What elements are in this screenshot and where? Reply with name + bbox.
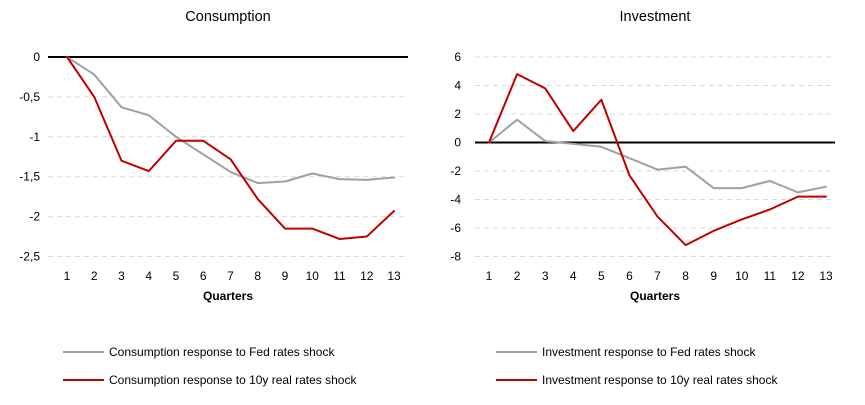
gray-line-swatch [63,351,104,353]
svg-text:9: 9 [710,269,717,283]
svg-text:8: 8 [254,269,261,283]
investment-chart-title: Investment [619,9,691,25]
svg-text:-2: -2 [29,210,40,224]
legend-label-consumption-10y: Consumption response to 10y real rates s… [109,373,357,387]
legend-item-investment-fed: Investment response to Fed rates shock [496,344,777,360]
svg-text:12: 12 [791,269,805,283]
svg-text:-6: -6 [450,221,461,235]
red-line-swatch [63,379,104,381]
svg-text:10: 10 [735,269,749,283]
svg-text:4: 4 [145,269,152,283]
investment-legend: Investment response to Fed rates shock I… [496,344,777,400]
svg-text:0: 0 [33,50,40,64]
legend-label-consumption-fed: Consumption response to Fed rates shock [109,345,335,359]
svg-text:-8: -8 [450,250,461,264]
svg-text:2: 2 [514,269,521,283]
legend-item-consumption-fed: Consumption response to Fed rates shock [63,344,356,360]
svg-text:-0,5: -0,5 [19,90,40,104]
svg-text:-1: -1 [29,130,40,144]
legend-item-consumption-10y: Consumption response to 10y real rates s… [63,372,356,388]
svg-text:8: 8 [682,269,689,283]
svg-text:11: 11 [333,269,346,283]
svg-text:1: 1 [64,269,71,283]
svg-text:10: 10 [306,269,320,283]
investment-panel: Investment 6 4 2 0 -2 -4 -6 -8 1 2 3 4 5 6 7 8 9 10 11 12 13… [433,0,865,405]
svg-text:2: 2 [454,107,461,121]
svg-text:9: 9 [282,269,289,283]
svg-text:3: 3 [542,269,549,283]
svg-text:1: 1 [486,269,493,283]
svg-text:7: 7 [227,269,234,283]
consumption-panel: Consumption 0 -0,5 -1 -1,5 -2 -2,5 1 2 3 4 5 6 7 8 9 10… [0,0,432,405]
svg-text:6: 6 [626,269,633,283]
consumption-chart: 0-0,5-1-1,5-2-2,51 2 3 4 5 6 7 8 9 10 11 12 13 [19,50,408,283]
svg-text:7: 7 [654,269,661,283]
legend-item-investment-10y: Investment response to 10y real rates sh… [496,372,777,388]
svg-text:-2,5: -2,5 [19,250,40,264]
svg-text:13: 13 [387,269,401,283]
legend-label-investment-10y: Investment response to 10y real rates sh… [542,373,778,387]
svg-text:2: 2 [91,269,98,283]
consumption-legend: Consumption response to Fed rates shock … [63,344,356,400]
consumption-chart-title: Consumption [185,9,271,25]
svg-text:-2: -2 [450,164,461,178]
svg-text:5: 5 [598,269,605,283]
svg-text:5: 5 [173,269,180,283]
red-line-swatch [496,379,537,381]
svg-text:-4: -4 [450,193,461,207]
svg-text:4: 4 [454,79,461,93]
svg-text:3: 3 [118,269,125,283]
svg-text:6: 6 [454,50,461,64]
svg-text:0: 0 [454,136,461,150]
svg-text:12: 12 [360,269,374,283]
gray-line-swatch [496,351,537,353]
svg-text:4: 4 [570,269,577,283]
consumption-x-axis-label: Quarters [202,289,254,303]
svg-text:-1,5: -1,5 [19,170,40,184]
svg-text:13: 13 [819,269,833,283]
svg-text:11: 11 [764,269,777,283]
investment-x-axis-label: Quarters [629,289,681,303]
svg-text:6: 6 [200,269,207,283]
legend-label-investment-fed: Investment response to Fed rates shock [542,345,756,359]
